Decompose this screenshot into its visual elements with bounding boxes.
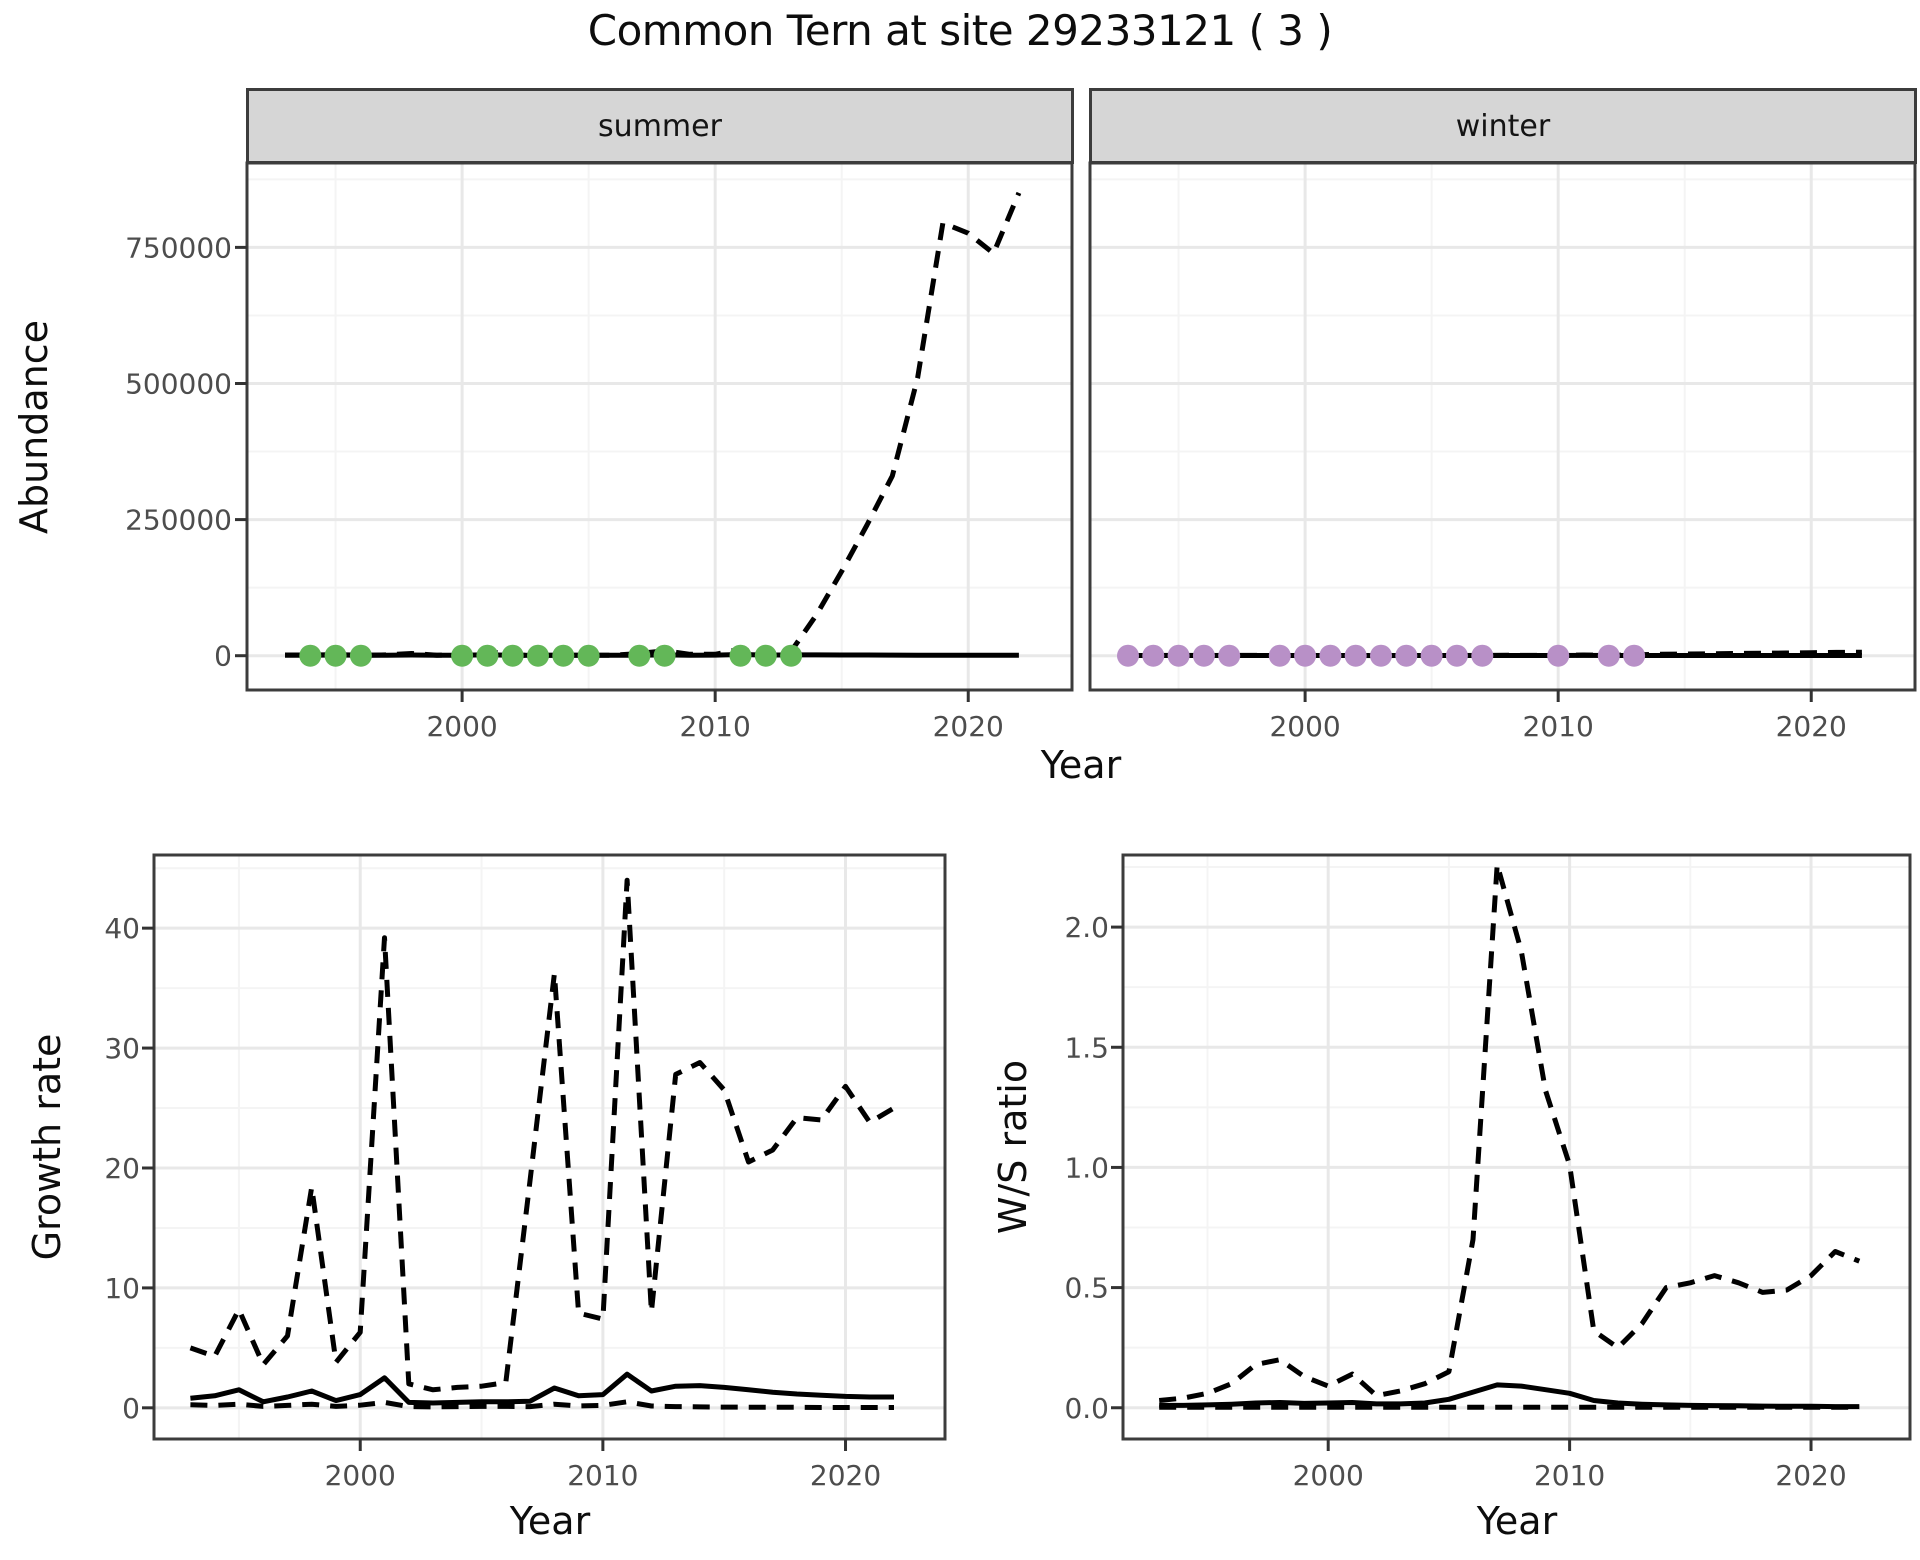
facet-strip-winter-label: winter <box>1455 108 1551 144</box>
abundance_winter-observation-point <box>1395 644 1418 667</box>
abundance_summer-observation-point <box>299 644 322 667</box>
abundance_summer-panel-background <box>247 163 1072 690</box>
growth_rate-y-tick-label: 10 <box>104 1272 140 1305</box>
abundance_winter-observation-point <box>1597 644 1620 667</box>
abundance_winter-upper_ci-line <box>1128 649 1862 658</box>
ws_ratio-y-tick-label: 0.0 <box>1064 1392 1109 1425</box>
abundance_summer-y-tick-label: 500000 <box>125 367 232 400</box>
ws_ratio-y-tick-label: 1.5 <box>1064 1031 1109 1064</box>
abundance_winter-observation-point <box>1319 644 1342 667</box>
abundance_summer-x-tick-label: 2000 <box>426 710 497 743</box>
abundance_winter-observation-point <box>1445 644 1468 667</box>
ws_ratio-panel-background <box>1123 855 1910 1439</box>
abundance_summer-observation-point <box>451 644 474 667</box>
ws_ratio-y-tick-label: 0.5 <box>1064 1272 1109 1305</box>
abundance_summer-observation-point <box>628 644 651 667</box>
growth_rate-lower_ci-line <box>190 1399 894 1410</box>
ws_ratio-x-tick-label: 2000 <box>1293 1459 1364 1492</box>
growth_rate-y-tick-label: 20 <box>104 1152 140 1185</box>
abundance_winter-observation-point <box>1420 644 1443 667</box>
abundance_summer-y-tick-label: 750000 <box>125 231 232 264</box>
facet-strip-summer: summer <box>246 88 1074 164</box>
year-axis-title-bottom-right: Year <box>1476 1499 1558 1543</box>
abundance_summer-x-tick-label: 2010 <box>680 710 751 743</box>
abundance_winter-observation-point <box>1192 644 1215 667</box>
ws_ratio-y-tick-label: 2.0 <box>1064 911 1109 944</box>
abundance_summer-observation-point <box>552 644 575 667</box>
abundance_summer-upper_ci-line <box>285 191 1022 658</box>
abundance_summer-observation-point <box>501 644 524 667</box>
growth_rate-y-tick-label: 30 <box>104 1032 140 1065</box>
growth_rate-y-tick-label: 0 <box>122 1392 140 1425</box>
abundance_summer-observation-point <box>476 644 499 667</box>
facet-strip-winter: winter <box>1089 88 1917 164</box>
abundance_winter-observation-point <box>1268 644 1291 667</box>
growth_rate-x-tick-label: 2020 <box>810 1459 881 1492</box>
abundance_summer-observation-point <box>577 644 600 667</box>
abundance_winter-x-tick-label: 2000 <box>1269 710 1340 743</box>
abundance_summer-observation-point <box>324 644 347 667</box>
ws-ratio-axis-title: W/S ratio <box>991 1059 1035 1235</box>
abundance_winter-observation-point <box>1218 644 1241 667</box>
year-axis-title-top: Year <box>1040 743 1122 787</box>
abundance_summer-x-tick-label: 2020 <box>933 710 1004 743</box>
abundance_summer-observation-point <box>729 644 752 667</box>
abundance_winter-observation-point <box>1142 644 1165 667</box>
abundance-axis-title: Abundance <box>12 319 56 535</box>
abundance_winter-observation-point <box>1167 644 1190 667</box>
facet-strip-summer-label: summer <box>598 108 722 144</box>
growth-rate-axis-title: Growth rate <box>25 1033 69 1261</box>
abundance_summer-observation-point <box>527 644 549 667</box>
abundance_winter-observation-point <box>1471 644 1494 667</box>
abundance_summer-observation-point <box>653 644 676 667</box>
ws_ratio-upper_ci-line <box>1158 862 1861 1403</box>
chart-title: Common Tern at site 29233121 ( 3 ) <box>587 6 1333 55</box>
ws_ratio-estimate-line <box>1159 1382 1860 1410</box>
abundance_summer-observation-point <box>754 644 777 667</box>
growth_rate-estimate-line <box>190 1371 894 1406</box>
ws_ratio-panel-border <box>1121 853 1912 1441</box>
abundance_winter-observation-point <box>1117 644 1139 667</box>
abundance_winter-panel-background <box>1090 163 1915 690</box>
abundance_winter-observation-point <box>1370 644 1392 667</box>
abundance_summer-observation-point <box>780 644 803 667</box>
abundance_winter-observation-point <box>1623 644 1646 667</box>
abundance_winter-x-tick-label: 2020 <box>1776 710 1847 743</box>
abundance_winter-observation-point <box>1294 644 1317 667</box>
ws_ratio-y-tick-label: 1.0 <box>1064 1151 1109 1184</box>
abundance_summer-y-tick-label: 250000 <box>125 504 232 537</box>
growth_rate-x-tick-label: 2000 <box>325 1459 396 1492</box>
ws_ratio-x-tick-label: 2020 <box>1775 1459 1846 1492</box>
growth_rate-x-tick-label: 2010 <box>567 1459 638 1492</box>
year-axis-title-bottom-left: Year <box>509 1499 591 1543</box>
ws_ratio-x-tick-label: 2010 <box>1534 1459 1605 1492</box>
abundance_summer-observation-point <box>349 644 372 667</box>
growth_rate-upper_ci-line <box>189 877 896 1393</box>
abundance_winter-observation-point <box>1547 644 1570 667</box>
growth_rate-y-tick-label: 40 <box>104 912 140 945</box>
abundance_summer-y-tick-label: 0 <box>214 640 232 673</box>
growth_rate-panel-border <box>152 853 947 1441</box>
abundance_winter-x-tick-label: 2010 <box>1523 710 1594 743</box>
abundance_winter-observation-point <box>1344 644 1367 667</box>
